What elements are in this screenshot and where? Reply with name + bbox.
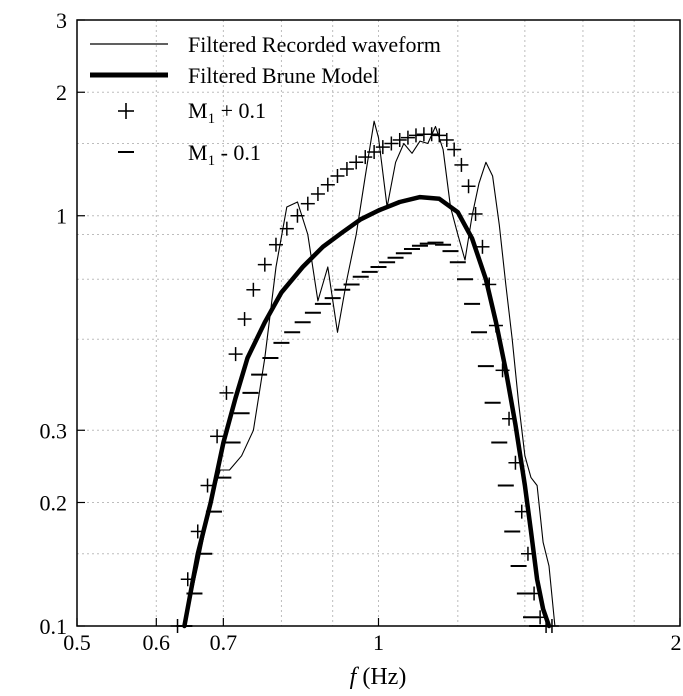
plus-marker (290, 208, 305, 223)
plus-marker (520, 546, 535, 561)
series-1 (182, 194, 552, 629)
series-2 (170, 127, 559, 633)
plus-marker (257, 257, 272, 272)
series-3 (176, 241, 552, 627)
y-tick-label: 2 (56, 80, 67, 105)
y-tick-label: 3 (56, 8, 67, 33)
plus-marker (300, 196, 315, 211)
y-tick-label: 0.1 (40, 614, 68, 639)
y-tick-label: 1 (56, 204, 67, 229)
plus-marker (375, 140, 390, 155)
legend-label-brune: Filtered Brune Model (188, 63, 379, 88)
x-tick-label: 2 (671, 630, 682, 655)
plus-marker (330, 168, 345, 183)
plus-marker (228, 347, 243, 362)
legend-label-minus: M1 - 0.1 (188, 140, 261, 169)
plus-marker (461, 179, 476, 194)
plus-marker (339, 161, 354, 176)
plus-marker (447, 142, 462, 157)
legend: Filtered Recorded waveform Filtered Brun… (90, 32, 441, 169)
plus-marker (210, 429, 225, 444)
plus-marker (439, 132, 454, 147)
brune-model-line (182, 194, 552, 629)
plus-marker (502, 411, 517, 426)
legend-label-plus: M1 + 0.1 (188, 98, 266, 127)
plus-marker (424, 127, 439, 142)
plus-marker (320, 177, 335, 192)
plus-marker (454, 157, 469, 172)
plus-marker (482, 277, 497, 292)
plot-series (170, 120, 559, 633)
plus-marker (400, 130, 415, 145)
plus-marker (488, 318, 503, 333)
y-tick-label: 0.3 (40, 418, 68, 443)
x-tick-label: 0.5 (63, 630, 91, 655)
plus-marker (495, 363, 510, 378)
plus-marker (468, 206, 483, 221)
plus-marker (475, 239, 490, 254)
plus-marker (310, 186, 325, 201)
plus-marker (367, 145, 382, 160)
plus-marker (246, 282, 261, 297)
plus-marker (237, 312, 252, 327)
plus-marker (392, 132, 407, 147)
plus-marker (514, 504, 529, 519)
plus-marker (384, 136, 399, 151)
legend-swatch-plus-marker (118, 103, 134, 119)
plus-marker (432, 128, 447, 143)
recorded-waveform-line (183, 120, 556, 627)
series-0 (183, 120, 556, 627)
plus-marker (200, 478, 215, 493)
plus-marker (268, 237, 283, 252)
x-tick-label: 1 (373, 630, 384, 655)
plus-marker (190, 524, 205, 539)
plus-marker (508, 455, 523, 470)
x-tick-label: 0.7 (210, 630, 238, 655)
plus-marker (279, 221, 294, 236)
plus-marker (219, 385, 234, 400)
plus-marker (180, 572, 195, 587)
x-axis-label: f (Hz) (350, 664, 407, 690)
plus-marker (358, 150, 373, 165)
axis-ticks: 0.5 0.6 0.7 1 2 0.1 0.2 0.3 1 2 3 (40, 8, 682, 655)
plus-marker (349, 155, 364, 170)
x-tick-label: 0.6 (143, 630, 171, 655)
legend-label-recorded: Filtered Recorded waveform (188, 32, 441, 57)
plus-marker (408, 128, 423, 143)
y-tick-label: 0.2 (40, 491, 68, 516)
grid-lines (77, 20, 680, 626)
